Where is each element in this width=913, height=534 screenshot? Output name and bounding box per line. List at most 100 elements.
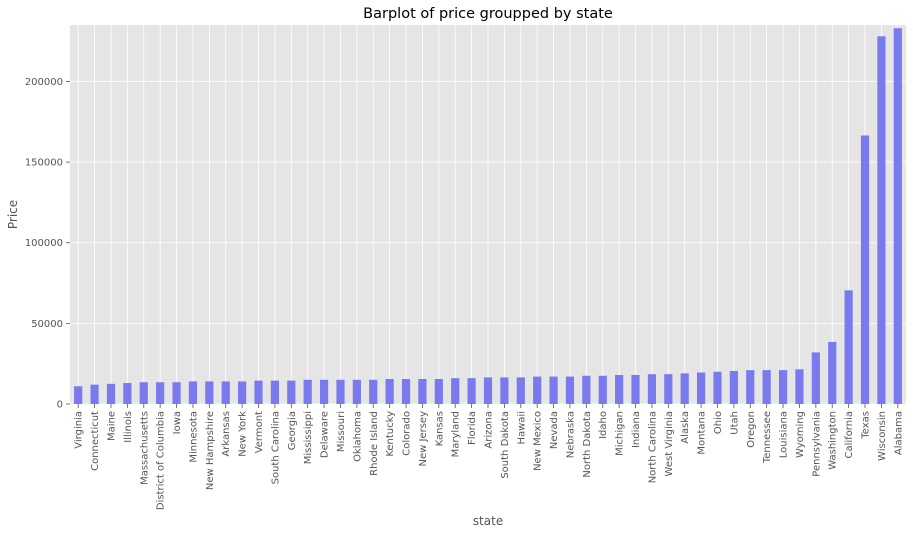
bar-tennessee <box>762 370 771 404</box>
bar-arkansas <box>221 381 230 404</box>
bar-kansas <box>434 379 443 404</box>
x-tick-label: Georgia <box>287 411 298 450</box>
x-tick-label: Nebraska <box>565 411 576 458</box>
x-tick-label: Rhode Island <box>369 411 380 476</box>
x-tick-label: North Dakota <box>582 411 593 478</box>
x-tick-label: Massachusetts <box>139 411 150 485</box>
x-tick-label: Nevada <box>549 411 560 449</box>
x-tick-label: Montana <box>697 411 708 455</box>
x-tick-label: Vermont <box>254 411 265 453</box>
x-tick-label: Missouri <box>336 411 347 452</box>
x-tick-label: Pennsylvania <box>811 411 822 477</box>
x-tick-label: Kansas <box>434 411 445 446</box>
x-tick-label: Michigan <box>615 411 626 456</box>
x-tick-label: New Jersey <box>418 411 429 467</box>
x-axis-ticks: Virginia Connecticut Maine Illinois Massachu… <box>74 404 904 510</box>
bar-louisiana <box>778 370 788 404</box>
bar-maine <box>106 383 116 404</box>
bar-rhode-island <box>369 379 378 404</box>
bar-new-hampshire <box>205 381 214 404</box>
x-tick-label: New Mexico <box>533 411 544 471</box>
bar-north-dakota <box>582 375 591 404</box>
bar-oklahoma <box>352 379 361 404</box>
x-tick-label: District of Columbia <box>156 411 167 510</box>
bar-new-york <box>238 381 247 404</box>
x-tick-label: Iowa <box>172 411 183 434</box>
bar-new-mexico <box>533 376 542 404</box>
x-tick-label: California <box>844 411 855 459</box>
bar-montana <box>697 372 706 404</box>
y-axis-ticks: 0 50000 100000 150000 200000 <box>25 77 70 411</box>
bar-kentucky <box>385 379 394 404</box>
x-tick-label: South Dakota <box>500 411 511 479</box>
bar-wyoming <box>795 369 804 404</box>
bar-arizona <box>483 377 493 404</box>
bar-delaware <box>319 379 329 404</box>
x-tick-label: Florida <box>467 411 478 445</box>
bar-indiana <box>631 374 640 404</box>
chart-title: Barplot of price groupped by state <box>363 6 613 22</box>
bar-california <box>844 290 853 404</box>
x-tick-label: South Carolina <box>270 411 281 484</box>
x-tick-label: Tennessee <box>762 411 773 464</box>
bar-missouri <box>336 379 345 404</box>
bar-south-dakota <box>500 377 509 404</box>
x-tick-label: Ohio <box>713 411 724 434</box>
x-tick-label: Hawaii <box>516 411 527 445</box>
x-tick-label: Minnesota <box>188 411 199 463</box>
x-tick-label: Kentucky <box>385 411 396 457</box>
bar-maryland <box>451 378 460 404</box>
x-tick-label: Oregon <box>746 411 757 448</box>
bar-nevada <box>549 376 558 404</box>
x-tick-label: Connecticut <box>90 411 101 471</box>
y-tick-label: 0 <box>57 400 63 411</box>
bar-utah <box>729 370 738 404</box>
bar-washington <box>828 341 837 404</box>
bars <box>74 28 902 405</box>
bar-iowa <box>172 382 181 404</box>
bar-ohio <box>713 371 722 404</box>
bar-massachusetts <box>139 382 148 404</box>
x-tick-label: Wyoming <box>795 411 806 458</box>
bar-wisconsin <box>877 36 886 404</box>
bar-connecticut <box>90 384 99 404</box>
bar-new-jersey <box>418 379 427 404</box>
x-tick-label: Idaho <box>598 411 609 439</box>
bar-south-carolina <box>270 380 279 404</box>
x-tick-label: Arkansas <box>221 411 232 457</box>
y-tick-label: 200000 <box>25 77 63 88</box>
bar-florida <box>467 378 476 404</box>
x-tick-label: Alaska <box>680 411 691 444</box>
x-tick-label: Delaware <box>320 411 331 458</box>
x-tick-label: Arizona <box>484 411 495 449</box>
x-tick-label: New Hampshire <box>205 411 216 490</box>
x-tick-label: Utah <box>729 411 740 435</box>
bar-west-virginia <box>664 374 673 404</box>
y-tick-label: 50000 <box>31 319 63 330</box>
bar-pennsylvania <box>811 352 820 404</box>
bar-nebraska <box>565 376 575 404</box>
bar-idaho <box>598 375 607 404</box>
bar-alaska <box>680 373 689 404</box>
x-tick-label: Indiana <box>631 411 642 448</box>
x-tick-label: West Virginia <box>664 411 675 476</box>
x-tick-label: Illinois <box>123 411 134 443</box>
bar-vermont <box>254 380 263 404</box>
bar-illinois <box>123 383 132 404</box>
x-tick-label: Washington <box>828 411 839 470</box>
grid <box>70 25 906 405</box>
x-axis-title: state <box>473 514 503 528</box>
bar-texas <box>860 135 870 404</box>
bar-oregon <box>746 370 755 404</box>
y-axis-title: Price <box>6 200 20 229</box>
x-tick-label: Alabama <box>893 411 904 455</box>
bar-hawaii <box>516 377 525 404</box>
bar-virginia <box>74 386 83 404</box>
bar-colorado <box>401 379 411 404</box>
x-tick-label: Louisiana <box>779 411 790 458</box>
x-tick-label: Texas <box>861 411 872 440</box>
bar-georgia <box>287 380 296 404</box>
y-tick-label: 150000 <box>25 158 63 169</box>
x-tick-label: North Carolina <box>647 411 658 483</box>
